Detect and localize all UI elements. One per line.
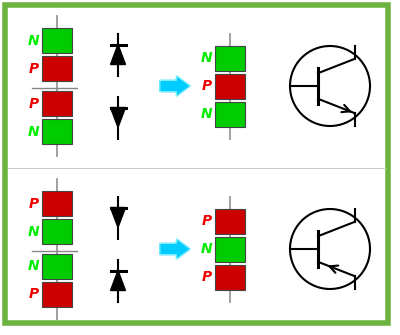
Bar bbox=[215, 265, 245, 289]
Bar bbox=[215, 73, 245, 98]
Text: P: P bbox=[29, 287, 39, 302]
Bar bbox=[42, 91, 72, 116]
Bar bbox=[215, 208, 245, 233]
Polygon shape bbox=[110, 207, 126, 227]
Polygon shape bbox=[110, 270, 126, 290]
Bar bbox=[42, 282, 72, 307]
Text: P: P bbox=[29, 96, 39, 111]
Bar bbox=[42, 191, 72, 216]
Bar bbox=[42, 119, 72, 144]
Text: N: N bbox=[200, 51, 212, 65]
Polygon shape bbox=[160, 239, 190, 259]
Text: N: N bbox=[200, 107, 212, 121]
Text: P: P bbox=[202, 214, 212, 228]
Text: P: P bbox=[29, 62, 39, 75]
Text: P: P bbox=[202, 270, 212, 284]
Bar bbox=[42, 56, 72, 81]
Bar bbox=[42, 254, 72, 279]
Text: N: N bbox=[200, 242, 212, 256]
Polygon shape bbox=[110, 45, 126, 65]
Bar bbox=[42, 28, 72, 53]
Text: P: P bbox=[29, 197, 39, 210]
FancyBboxPatch shape bbox=[5, 5, 388, 323]
Bar bbox=[215, 46, 245, 70]
Text: N: N bbox=[27, 34, 39, 48]
Text: N: N bbox=[27, 260, 39, 273]
Text: P: P bbox=[202, 79, 212, 93]
Polygon shape bbox=[110, 108, 126, 128]
Bar bbox=[215, 102, 245, 127]
Text: N: N bbox=[27, 125, 39, 138]
Bar bbox=[215, 237, 245, 262]
Polygon shape bbox=[160, 76, 190, 96]
Text: N: N bbox=[27, 224, 39, 239]
Bar bbox=[42, 219, 72, 244]
